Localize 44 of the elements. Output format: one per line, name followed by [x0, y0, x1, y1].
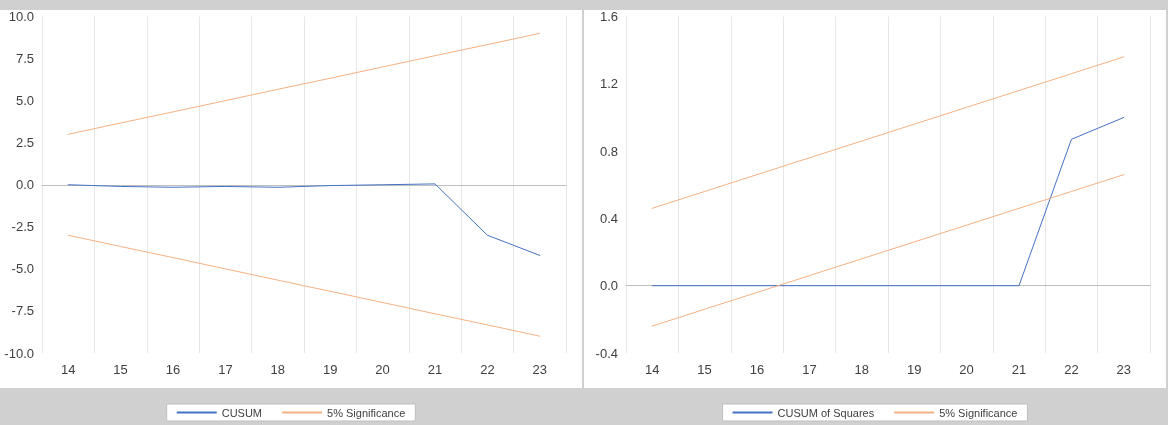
y-tick-label: 0.8	[599, 143, 618, 159]
line-series	[651, 174, 1125, 327]
x-tick-label: 17	[218, 362, 233, 377]
x-tick-label: 17	[802, 362, 817, 377]
line-series	[651, 56, 1125, 209]
y-tick-label: 1.2	[599, 76, 618, 92]
y-tick-label: 0.4	[599, 210, 618, 226]
x-tick-label: 16	[165, 362, 181, 377]
legend-label: 5% Significance	[939, 406, 1018, 419]
y-tick-label: 2.5	[15, 135, 34, 151]
y-tick-label: 0.0	[15, 177, 34, 193]
legend-label: CUSUM of Squares	[777, 406, 875, 419]
y-tick-label: 10.0	[8, 9, 34, 24]
x-tick-label: 19	[906, 362, 922, 377]
x-tick-label: 16	[749, 362, 765, 377]
x-tick-label: 22	[1064, 362, 1079, 377]
y-tick-label: 7.5	[15, 51, 34, 67]
x-tick-label: 18	[270, 362, 286, 377]
line-series	[67, 234, 541, 337]
x-tick-label: 21	[427, 362, 443, 377]
x-tick-label: 20	[959, 362, 974, 377]
x-tick-label: 15	[113, 362, 128, 377]
x-tick-label: 15	[697, 362, 712, 377]
x-tick-label: 14	[60, 362, 76, 377]
x-tick-label: 21	[1011, 362, 1027, 377]
y-tick-label: -5.0	[11, 261, 34, 277]
x-tick-label: 22	[480, 362, 495, 377]
x-tick-label: 20	[375, 362, 390, 377]
y-tick-label: -10.0	[4, 345, 34, 361]
x-tick-label: 23	[532, 362, 548, 377]
y-tick-label: 0.0	[599, 278, 618, 294]
line-series	[67, 183, 541, 256]
y-tick-label: -2.5	[11, 219, 34, 235]
y-tick-label: -0.4	[595, 345, 618, 361]
legend-label: 5% Significance	[327, 406, 406, 419]
line-series	[67, 32, 541, 135]
y-tick-label: 5.0	[15, 93, 34, 109]
x-tick-label: 14	[644, 362, 660, 377]
y-tick-label: -7.5	[11, 303, 34, 319]
x-tick-label: 19	[322, 362, 338, 377]
x-tick-label: 23	[1116, 362, 1132, 377]
x-tick-label: 18	[854, 362, 870, 377]
y-tick-label: 1.6	[599, 9, 618, 24]
legend-label: CUSUM	[221, 406, 263, 419]
